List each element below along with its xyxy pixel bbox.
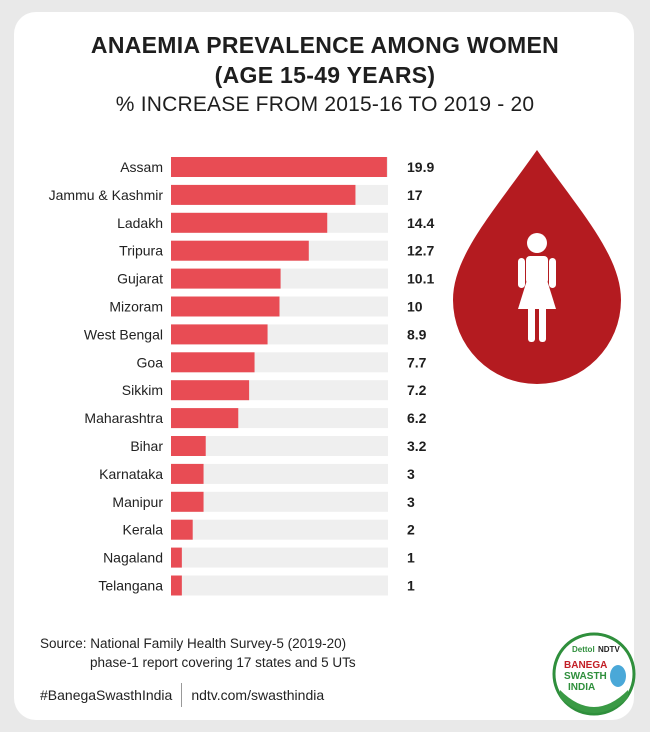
bar-track: [171, 519, 388, 540]
svg-text:NDTV: NDTV: [598, 645, 620, 654]
source-line2: phase-1 report covering 17 states and 5 …: [90, 655, 356, 670]
svg-text:SWASTH: SWASTH: [564, 671, 607, 682]
bar: [171, 519, 193, 540]
bar: [171, 268, 281, 289]
category-label: Kerala: [123, 522, 164, 538]
bar: [171, 240, 309, 261]
category-label: Nagaland: [103, 550, 163, 566]
bar-track: [171, 491, 388, 512]
value-label: 19.9: [407, 159, 434, 175]
value-label: 10.1: [407, 271, 434, 287]
chart-subtitle: % INCREASE FROM 2015-16 TO 2019 - 20: [115, 93, 535, 116]
svg-text:INDIA: INDIA: [568, 682, 595, 693]
chart-title-line2: (AGE 15-49 YEARS): [214, 62, 436, 88]
category-label: Manipur: [112, 494, 163, 510]
bar: [171, 380, 250, 401]
footer: #BanegaSwasthIndia ndtv.com/swasthindia: [40, 683, 324, 707]
bar-track: [171, 463, 388, 484]
bar: [171, 463, 204, 484]
category-label: West Bengal: [84, 326, 163, 342]
hashtag-link[interactable]: #BanegaSwasthIndia: [40, 687, 173, 703]
woman-figure: [518, 233, 556, 342]
category-label: Mizoram: [109, 299, 163, 315]
website-link[interactable]: ndtv.com/swasthindia: [191, 687, 325, 703]
bar: [171, 157, 387, 177]
value-label: 8.9: [407, 326, 427, 342]
bar: [171, 212, 328, 233]
category-label: Maharashtra: [84, 410, 163, 426]
chart-title-line1: ANAEMIA PREVALENCE AMONG WOMEN: [90, 32, 560, 58]
category-label: Bihar: [130, 438, 163, 454]
bar-track: [171, 547, 388, 568]
bar-track: [171, 575, 388, 596]
value-label: 6.2: [407, 410, 427, 426]
source-note: Source: National Family Health Survey-5 …: [40, 634, 356, 672]
bar: [171, 352, 255, 373]
value-label: 7.7: [407, 354, 427, 370]
category-label: Sikkim: [122, 382, 163, 398]
bar: [171, 491, 204, 512]
bar: [171, 408, 239, 429]
value-label: 10: [407, 299, 423, 315]
bar: [171, 184, 356, 205]
category-label: Assam: [120, 159, 163, 175]
banega-swasth-india-logo: Dettol NDTV BANEGA SWASTH INDIA: [552, 632, 636, 716]
svg-text:BANEGA: BANEGA: [564, 660, 607, 671]
category-label: Karnataka: [99, 466, 163, 482]
value-label: 17: [407, 187, 423, 203]
category-label: Telangana: [98, 578, 163, 594]
value-label: 3: [407, 466, 415, 482]
value-label: 2: [407, 522, 415, 538]
woman-in-blood-drop-icon: [453, 150, 621, 384]
category-label: Goa: [137, 354, 164, 370]
value-label: 7.2: [407, 382, 427, 398]
footer-divider: [181, 683, 183, 707]
bars-group: Assam 19.9 Jammu & Kashmir 17 Ladakh 14.4 Trip…: [49, 157, 434, 596]
category-label: Tripura: [119, 243, 163, 259]
value-label: 3.2: [407, 438, 427, 454]
value-label: 3: [407, 494, 415, 510]
category-label: Ladakh: [117, 215, 163, 231]
bar: [171, 547, 182, 568]
bar: [171, 575, 182, 596]
svg-text:Dettol: Dettol: [572, 645, 595, 654]
value-label: 1: [407, 578, 415, 594]
bar: [171, 296, 280, 317]
value-label: 1: [407, 550, 415, 566]
bar-track: [171, 436, 388, 456]
bar-chart: Assam 19.9 Jammu & Kashmir 17 Ladakh 14.4 Trip…: [49, 150, 621, 596]
category-label: Jammu & Kashmir: [49, 187, 164, 203]
value-label: 14.4: [407, 215, 434, 231]
source-line1: Source: National Family Health Survey-5 …: [40, 636, 347, 651]
bar: [171, 324, 268, 345]
bar: [171, 436, 206, 456]
category-label: Gujarat: [117, 271, 163, 287]
value-label: 12.7: [407, 243, 434, 259]
